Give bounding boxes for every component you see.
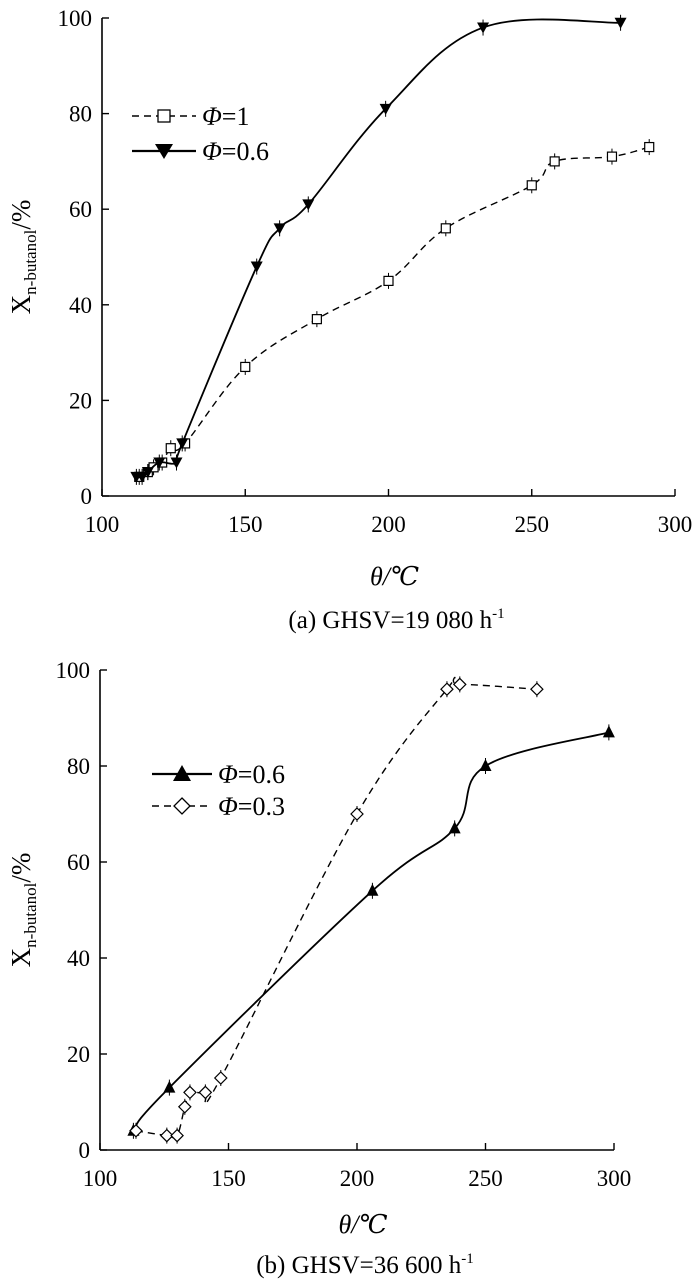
series-line [136, 18, 621, 479]
data-point [366, 883, 379, 896]
legend-label: Φ=0.6 [202, 137, 269, 166]
series-line [132, 731, 610, 1132]
x-tick-label: 100 [83, 1166, 118, 1191]
y-tick-label: 0 [81, 484, 93, 509]
legend-marker [157, 109, 171, 123]
data-point [479, 759, 492, 771]
data-point [141, 467, 154, 479]
series-0 [127, 724, 615, 1139]
x-tick-label: 250 [515, 512, 550, 537]
data-point [302, 199, 315, 211]
legend-item-1: Φ=0.3 [152, 792, 285, 821]
x-tick-label: 250 [468, 1166, 503, 1191]
data-point [159, 1128, 174, 1143]
x-tick-label: 100 [85, 512, 120, 537]
data-point [350, 807, 364, 821]
legend-label: Φ=0.3 [218, 792, 285, 821]
data-point [311, 314, 322, 325]
data-point [170, 1128, 184, 1143]
chart-panel-a: 100 150 200 250 300 0 20 40 60 80 100 Xn-butanol/% θ… [6, 6, 692, 634]
legend-marker [173, 765, 191, 781]
series-1 [130, 14, 627, 485]
data-point [614, 17, 627, 29]
x-tick-label: 200 [371, 512, 406, 537]
data-point [530, 682, 544, 697]
data-point [440, 223, 451, 234]
legend-label: Φ=1 [202, 102, 249, 131]
series-line [138, 146, 650, 478]
data-point [383, 275, 394, 286]
y-tick-label: 0 [79, 1138, 91, 1163]
legend-marker [173, 797, 191, 815]
y-axis-label: Xn-butanol/% [6, 200, 40, 315]
series-1 [129, 676, 544, 1144]
data-point [477, 22, 490, 34]
legend-item-0: Φ=0.6 [152, 760, 285, 789]
data-point [440, 682, 454, 697]
data-point [136, 471, 149, 483]
data-point [183, 1085, 197, 1100]
legend-label: Φ=0.6 [218, 760, 285, 789]
y-tick-label: 20 [69, 388, 92, 413]
data-point [165, 443, 176, 454]
x-tick-label: 300 [597, 1166, 632, 1191]
data-point [379, 103, 392, 115]
series-0 [134, 139, 655, 485]
x-tick-label: 300 [658, 512, 693, 537]
x-axis-label: θ/℃ [370, 562, 419, 591]
y-axis-label: Xn-butanol/% [6, 853, 40, 968]
y-tick-label: 60 [69, 197, 92, 222]
data-point [213, 1071, 228, 1085]
chart-panel-b: 100 150 200 250 300 0 20 40 60 80 100 Xn-butanol/% θ… [6, 658, 631, 1279]
data-point [549, 156, 560, 167]
x-tick-label: 150 [228, 512, 263, 537]
x-tick-label: 200 [340, 1166, 375, 1191]
y-tick-label: 20 [67, 1042, 90, 1067]
data-point [198, 1085, 213, 1100]
data-point [129, 1123, 143, 1138]
data-point [644, 141, 655, 153]
y-tick-label: 80 [67, 754, 90, 779]
y-tick-label: 60 [67, 850, 90, 875]
data-point [163, 1080, 176, 1093]
legend-item-0: Φ=1 [132, 102, 249, 131]
series-line [135, 676, 537, 1139]
data-point [240, 361, 251, 373]
data-point [606, 151, 618, 162]
x-tick-label: 150 [211, 1166, 246, 1191]
y-tick-label: 40 [69, 293, 92, 318]
y-tick-label: 80 [69, 102, 92, 127]
panel-caption: (a) GHSV=19 080 h-1 [288, 606, 504, 634]
data-point [526, 180, 537, 191]
y-tick-label: 40 [67, 946, 90, 971]
data-point [153, 457, 166, 469]
legend-marker [155, 144, 173, 159]
data-point [448, 821, 461, 834]
legend-item-1: Φ=0.6 [132, 137, 269, 166]
data-point [177, 1099, 192, 1114]
data-point [250, 261, 263, 273]
panel-caption: (b) GHSV=36 600 h-1 [256, 1251, 474, 1279]
data-point [273, 223, 286, 235]
data-point [452, 677, 467, 692]
data-point [170, 457, 183, 469]
y-tick-label: 100 [56, 658, 91, 683]
y-tick-label: 100 [58, 6, 93, 31]
x-axis-label: θ/℃ [338, 1210, 387, 1239]
data-point [602, 725, 615, 738]
data-point [176, 438, 189, 450]
